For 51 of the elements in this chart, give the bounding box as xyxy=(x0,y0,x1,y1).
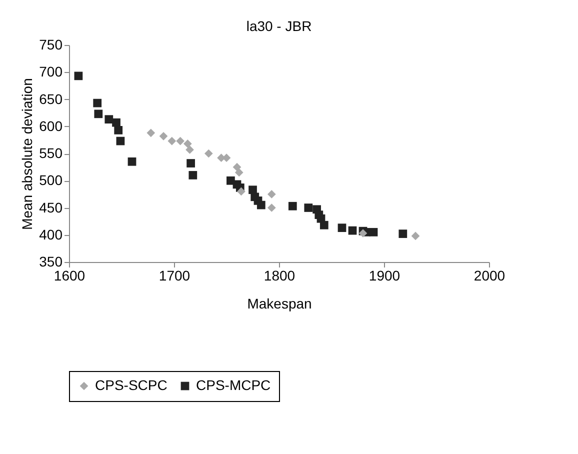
point xyxy=(186,146,194,154)
point xyxy=(128,157,136,166)
point xyxy=(176,136,184,146)
legend-label: CPS-SCPC xyxy=(95,377,168,393)
point xyxy=(204,149,213,158)
point xyxy=(234,168,244,177)
y-tick-label: 600 xyxy=(39,118,63,134)
point xyxy=(237,187,246,196)
point xyxy=(398,230,408,238)
point xyxy=(146,128,156,138)
point xyxy=(114,126,123,134)
y-tick-label: 750 xyxy=(39,36,63,52)
y-tick-label: 450 xyxy=(39,199,63,216)
point xyxy=(256,200,266,210)
legend-label: CPS-MCPC xyxy=(196,377,271,393)
y-tick-label: 400 xyxy=(39,226,63,242)
point xyxy=(232,162,242,172)
y-tick-label: 700 xyxy=(39,64,63,80)
point xyxy=(267,204,276,212)
point xyxy=(93,98,102,108)
chart-title: la30 - JBR xyxy=(246,18,312,34)
x-axis-title: Makespan xyxy=(247,296,312,312)
point xyxy=(168,136,176,146)
x-tick-label: 1600 xyxy=(54,268,86,284)
point xyxy=(104,115,114,124)
point xyxy=(288,202,297,210)
point xyxy=(183,140,192,148)
point xyxy=(112,118,120,127)
point xyxy=(358,229,368,238)
point xyxy=(159,132,168,140)
point xyxy=(304,204,313,212)
point xyxy=(74,72,83,80)
point xyxy=(411,232,420,240)
point xyxy=(188,171,198,180)
point xyxy=(320,220,328,230)
y-tick-label: 500 xyxy=(39,172,63,188)
point xyxy=(348,226,357,235)
point xyxy=(267,190,276,198)
x-tick-label: 1900 xyxy=(368,268,400,284)
x-tick-label: 1800 xyxy=(264,268,296,284)
y-tick-label: 550 xyxy=(39,145,63,161)
point xyxy=(369,228,378,236)
y-tick-label: 650 xyxy=(39,90,63,107)
point xyxy=(116,136,125,146)
point xyxy=(338,224,346,232)
point xyxy=(186,159,195,168)
y-axis-title: Mean absolute deviation xyxy=(19,78,36,230)
x-tick-label: 2000 xyxy=(474,268,506,284)
y-tick-label: 350 xyxy=(39,254,63,270)
x-tick-label: 1700 xyxy=(158,268,190,284)
point xyxy=(94,110,103,118)
